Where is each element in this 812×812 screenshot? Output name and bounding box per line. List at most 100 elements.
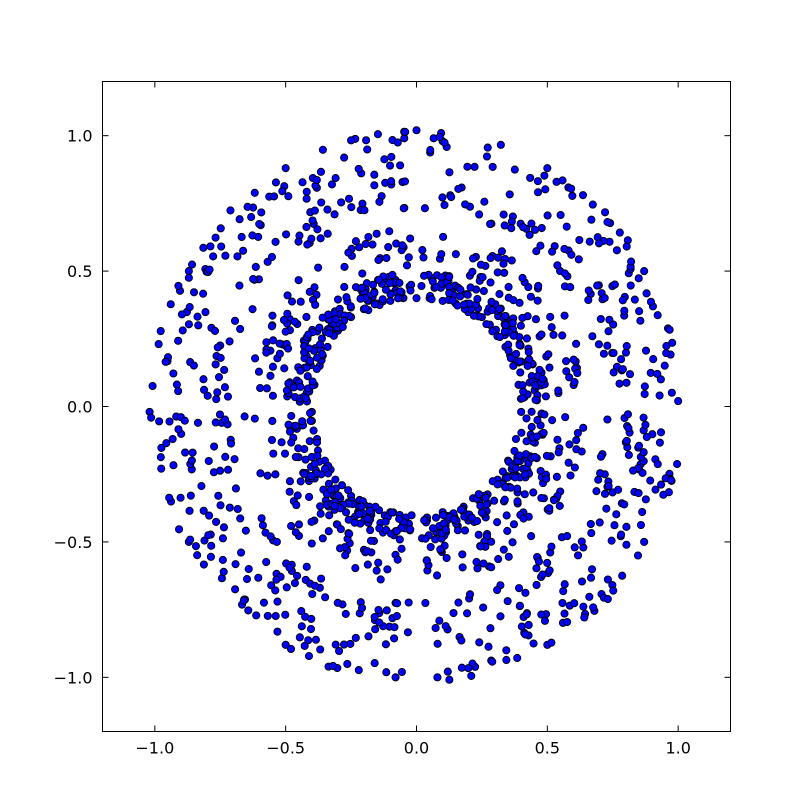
data-point [187,536,194,543]
data-point [344,660,351,667]
data-point [303,188,310,195]
data-point [597,315,604,322]
data-point [642,421,649,428]
data-point [625,425,632,432]
data-point [268,253,275,260]
data-point [429,525,436,532]
data-point [439,194,446,201]
data-point [601,294,608,301]
data-point [215,374,222,381]
data-point [332,316,339,323]
data-point [444,668,451,675]
data-point [587,520,594,527]
data-point [173,381,180,388]
data-point [518,623,525,630]
data-point [514,654,521,661]
data-point [200,290,207,297]
data-point [302,395,309,402]
data-point [394,600,401,607]
data-point [303,563,310,570]
x-tick-label: −0.5 [266,739,305,758]
data-point [237,325,244,332]
data-point [394,556,401,563]
data-point [252,263,259,270]
data-point [404,629,411,636]
data-point [610,321,617,328]
data-point [647,369,654,376]
data-point [307,417,314,424]
data-point [593,488,600,495]
data-point [511,474,518,481]
data-point [305,331,312,338]
data-point [232,561,239,568]
data-point [636,308,643,315]
x-tick-label: 0.0 [404,739,429,758]
data-point [269,312,276,319]
data-point [420,254,427,261]
data-point [528,533,535,540]
data-point [219,556,226,563]
data-point [216,411,223,418]
data-point [528,220,535,227]
data-point [512,435,519,442]
data-point [341,263,348,270]
data-point [285,421,292,428]
data-point [317,235,324,242]
data-point [309,590,316,597]
data-point [288,298,295,305]
data-point [647,298,654,305]
x-tick-label: 1.0 [665,739,690,758]
data-point [313,365,320,372]
data-point [397,288,404,295]
data-point [326,330,333,337]
data-point [611,281,618,288]
data-point [508,257,515,264]
data-point [178,311,185,318]
data-point [586,238,593,245]
data-point [637,521,644,528]
data-point [169,435,176,442]
data-point [590,604,597,611]
data-point [601,209,608,216]
data-point [581,614,588,621]
data-point [301,642,308,649]
data-point [175,526,182,533]
data-point [604,218,611,225]
data-point [303,313,310,320]
data-point [303,223,310,230]
data-point [428,296,435,303]
data-point [481,198,488,205]
data-point [641,267,648,274]
data-point [342,552,349,559]
data-point [255,368,262,375]
data-point [483,321,490,328]
data-point [162,358,169,365]
data-point [310,427,317,434]
data-point [673,460,680,467]
data-point [479,274,486,281]
data-point [206,266,213,273]
data-point [181,417,188,424]
data-point [301,471,308,478]
data-point [642,496,649,503]
data-point [596,519,603,526]
data-point [243,575,250,582]
data-point [421,205,428,212]
data-point [238,233,245,240]
data-point [393,528,400,535]
data-point [405,599,412,606]
data-point [535,282,542,289]
data-point [362,240,369,247]
data-point [234,253,241,260]
data-point [527,293,534,300]
data-point [595,341,602,348]
data-point [371,659,378,666]
data-point [660,491,667,498]
data-point [222,252,229,259]
data-point [494,481,501,488]
data-point [335,492,342,499]
data-point [588,216,595,223]
data-point [317,168,324,175]
data-point [389,271,396,278]
data-point [158,465,165,472]
